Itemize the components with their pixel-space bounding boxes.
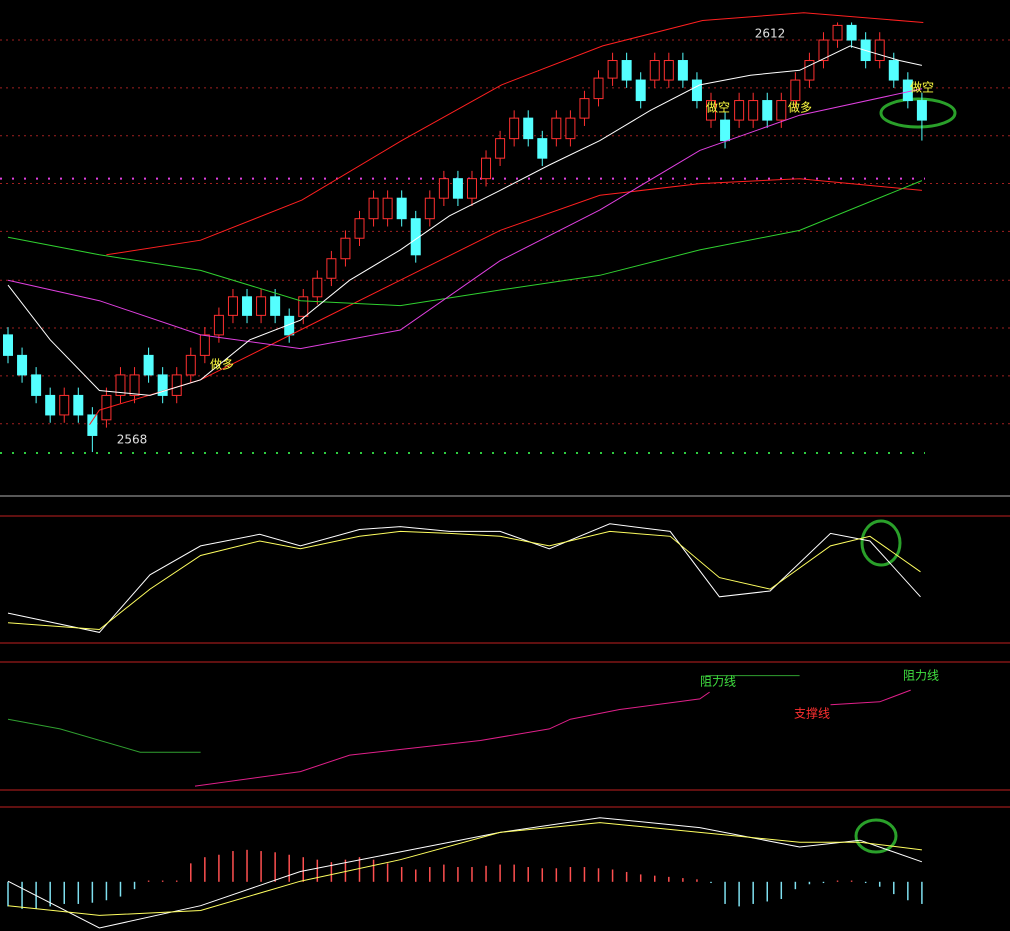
annotation: 做多	[788, 100, 812, 115]
candle-body	[874, 39, 885, 62]
candle-body	[59, 394, 70, 416]
candle-body	[509, 117, 520, 140]
indicator-line	[194, 689, 911, 787]
candle-body	[607, 60, 618, 79]
candle-body	[537, 138, 548, 159]
candle-body	[270, 296, 281, 316]
candle-body	[368, 197, 379, 220]
indicator-line	[7, 523, 921, 633]
indicator-line	[7, 88, 923, 350]
indicator-line	[89, 178, 922, 425]
candle-body	[129, 374, 140, 396]
annotation: 做空	[706, 100, 730, 115]
candle-body	[706, 100, 716, 121]
candle-body	[790, 79, 801, 102]
indicator-line	[7, 180, 923, 307]
candle-body	[916, 100, 927, 121]
highlight-circle	[860, 519, 902, 567]
indicator-line	[7, 530, 921, 631]
candle-body	[551, 117, 562, 140]
candle-body	[143, 354, 154, 376]
candle-body	[748, 100, 759, 121]
candle-body	[762, 100, 773, 121]
candle-body	[579, 98, 590, 119]
candle-body	[87, 414, 98, 436]
candle-body	[340, 237, 351, 260]
candle-body	[720, 119, 731, 142]
annotation: 2568	[117, 433, 148, 447]
candle-body	[31, 374, 42, 396]
candle-body	[284, 315, 295, 336]
candle-body	[902, 79, 913, 102]
candle-body	[635, 79, 646, 102]
candle-body	[213, 314, 224, 336]
highlight-circle	[879, 97, 957, 129]
candle-body	[888, 60, 899, 81]
candle-body	[495, 138, 506, 159]
indicator-line	[7, 45, 923, 396]
candle-body	[621, 60, 632, 81]
candle-body	[734, 100, 745, 121]
annotation: 做空	[910, 80, 934, 95]
candle-body	[256, 296, 267, 316]
indicator-line	[7, 817, 923, 929]
annotation: 做多	[210, 357, 234, 372]
annotation: 2612	[755, 27, 786, 41]
candle-body	[691, 79, 702, 102]
candle-body	[45, 394, 56, 416]
candle-body	[424, 197, 435, 220]
candle-body	[3, 334, 13, 356]
candle-body	[326, 258, 337, 279]
candle-body	[481, 157, 492, 180]
candle-body	[354, 218, 365, 239]
candle-body	[312, 277, 323, 298]
candle-body	[227, 296, 238, 316]
candle-body	[452, 178, 463, 199]
candle-body	[466, 178, 477, 199]
highlight-circle	[854, 818, 898, 854]
annotation: 支撑线	[794, 706, 830, 721]
candle-body	[804, 60, 815, 81]
candle-body	[677, 60, 688, 81]
candle-body	[776, 100, 787, 121]
candle-body	[199, 334, 210, 356]
candle-body	[157, 374, 168, 396]
candle-body	[73, 394, 84, 416]
candle-body	[382, 197, 393, 220]
candle-body	[663, 60, 674, 81]
candle-body	[565, 117, 576, 140]
candle-body	[438, 178, 449, 199]
candle-body	[846, 24, 857, 41]
candle-body	[593, 77, 604, 100]
indicator-line	[106, 12, 924, 256]
indicator-line	[7, 675, 800, 753]
candle-body	[832, 24, 843, 41]
candle-body	[523, 117, 534, 140]
candle-body	[171, 374, 182, 396]
candle-body	[17, 354, 28, 376]
candle-body	[818, 39, 829, 62]
indicator-line	[7, 822, 922, 916]
candle-body	[396, 197, 407, 220]
candle-body	[242, 296, 253, 316]
annotation: 阻力线	[700, 675, 736, 689]
candle-body	[410, 218, 421, 256]
annotation: 阻力线	[903, 669, 939, 683]
candle-body	[298, 296, 309, 317]
candle-body	[185, 354, 196, 376]
candle-body	[115, 374, 126, 396]
candle-body	[649, 60, 660, 81]
